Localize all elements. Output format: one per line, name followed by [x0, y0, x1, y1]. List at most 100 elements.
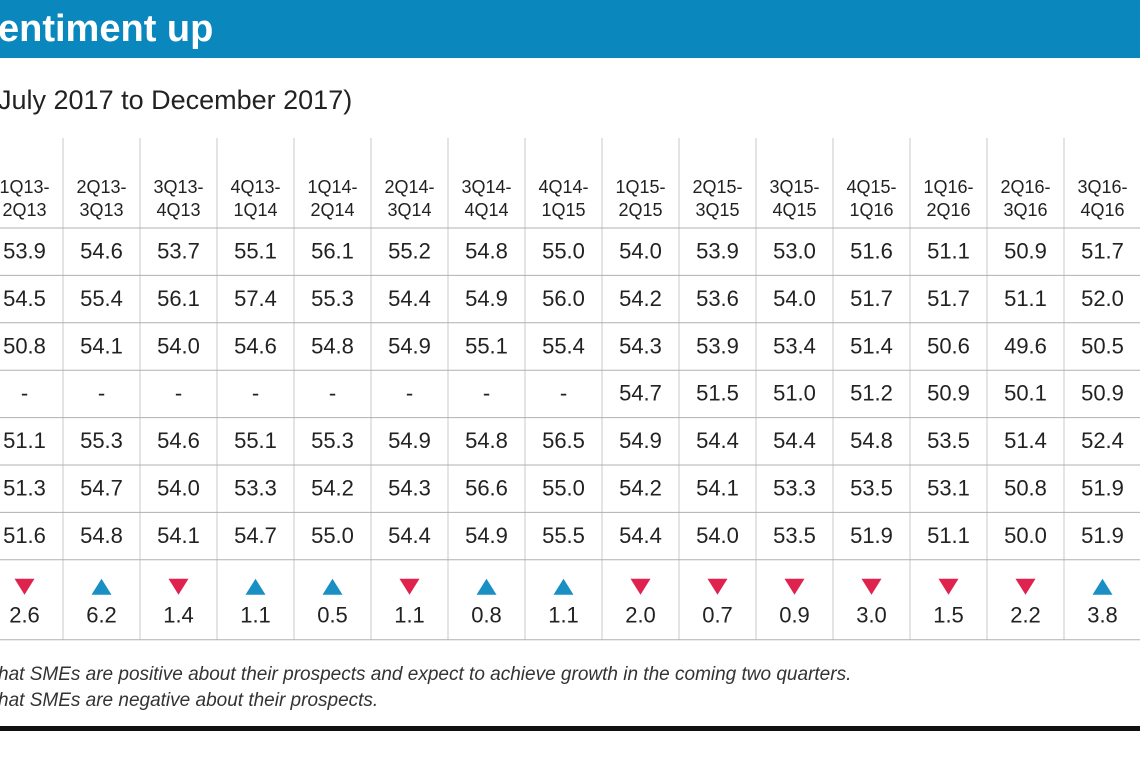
cell: 51.1: [927, 523, 970, 548]
cell: 56.0: [542, 286, 585, 311]
cell: 55.0: [542, 239, 585, 264]
column-header: 2Q16-: [1000, 177, 1050, 197]
cell: 51.4: [1004, 428, 1047, 453]
cell: 54.7: [234, 523, 277, 548]
cell: 51.6: [850, 239, 893, 264]
cell: 50.6: [927, 333, 970, 358]
cell: 54.0: [157, 476, 200, 501]
cell: 54.9: [619, 428, 662, 453]
column-header: 2Q14-: [384, 177, 434, 197]
cell: 54.0: [619, 239, 662, 264]
cell: 54.7: [619, 381, 662, 406]
change-value: 2.6: [9, 603, 40, 628]
cell: -: [252, 381, 259, 406]
cell: 51.7: [927, 286, 970, 311]
change-value: 2.2: [1010, 603, 1041, 628]
change-value: 0.5: [317, 603, 348, 628]
cell: 55.1: [234, 239, 277, 264]
column-header: 3Q16: [1003, 200, 1047, 220]
column-header: 2Q16: [926, 200, 970, 220]
arrow-up: [476, 578, 497, 595]
cell: -: [560, 381, 567, 406]
cell: 51.7: [850, 286, 893, 311]
cell: 55.2: [388, 239, 431, 264]
cell: 53.0: [773, 239, 816, 264]
cell: 55.4: [542, 333, 585, 358]
cell: 54.0: [773, 286, 816, 311]
cell: 51.7: [1081, 239, 1124, 264]
column-header: 1Q15-: [615, 177, 665, 197]
cell: 54.8: [311, 333, 354, 358]
cell: 54.6: [234, 333, 277, 358]
change-value: 1.5: [933, 603, 964, 628]
cell: 51.4: [850, 333, 893, 358]
column-header: 1Q14-: [307, 177, 357, 197]
cell: 51.6: [3, 523, 46, 548]
column-header: 3Q13: [79, 200, 123, 220]
cell: 49.6: [1004, 333, 1047, 358]
column-header: 4Q13-: [230, 177, 280, 197]
column-header: 1Q13-: [0, 177, 50, 197]
cell: -: [98, 381, 105, 406]
arrow-up: [322, 578, 343, 595]
column-header: 2Q13: [2, 200, 46, 220]
change-value: 1.1: [548, 603, 579, 628]
column-header: 3Q14-: [461, 177, 511, 197]
column-header: 2Q13-: [76, 177, 126, 197]
column-header: 1Q16-: [923, 177, 973, 197]
cell: 51.9: [1081, 523, 1124, 548]
column-header: 3Q13-: [153, 177, 203, 197]
cell: 50.8: [1004, 476, 1047, 501]
change-value: 6.2: [86, 603, 117, 628]
change-value: 1.4: [163, 603, 194, 628]
arrow-down: [707, 578, 728, 595]
cell: 53.5: [927, 428, 970, 453]
footnote: hat SMEs are positive about their prospe…: [0, 664, 851, 685]
cell: 54.9: [465, 286, 508, 311]
cell: 53.9: [3, 239, 46, 264]
cell: 54.3: [619, 333, 662, 358]
change-value: 1.1: [394, 603, 425, 628]
column-header: 4Q15: [772, 200, 816, 220]
cell: 53.5: [773, 523, 816, 548]
arrow-up: [91, 578, 112, 595]
cell: -: [21, 381, 28, 406]
cell: 57.4: [234, 286, 277, 311]
cell: -: [329, 381, 336, 406]
change-value: 1.1: [240, 603, 271, 628]
cell: 54.7: [80, 476, 123, 501]
cell: 50.9: [1081, 381, 1124, 406]
arrow-up: [245, 578, 266, 595]
cell: 53.9: [696, 333, 739, 358]
arrow-down: [938, 578, 959, 595]
cell: 55.0: [542, 476, 585, 501]
change-value: 0.8: [471, 603, 502, 628]
cell: 54.8: [80, 523, 123, 548]
cell: 54.4: [773, 428, 816, 453]
change-value: 0.7: [702, 603, 733, 628]
cell: 51.1: [1004, 286, 1047, 311]
change-value: 2.0: [625, 603, 656, 628]
cell: 54.9: [388, 428, 431, 453]
cell: 51.2: [850, 381, 893, 406]
cell: 54.2: [311, 476, 354, 501]
column-header: 1Q16: [849, 200, 893, 220]
cell: 50.5: [1081, 333, 1124, 358]
cell: 51.9: [1081, 476, 1124, 501]
cell: 50.0: [1004, 523, 1047, 548]
cell: 54.9: [465, 523, 508, 548]
cell: 54.2: [619, 286, 662, 311]
cell: 53.7: [157, 239, 200, 264]
cell: 53.4: [773, 333, 816, 358]
column-header: 2Q15-: [692, 177, 742, 197]
cell: 53.5: [850, 476, 893, 501]
cell: 55.1: [234, 428, 277, 453]
cell: 54.0: [157, 333, 200, 358]
cell: 54.3: [388, 476, 431, 501]
title-bar: [0, 0, 1140, 58]
arrow-down: [630, 578, 651, 595]
arrow-down: [1015, 578, 1036, 595]
arrow-down: [399, 578, 420, 595]
cell: 55.3: [311, 286, 354, 311]
